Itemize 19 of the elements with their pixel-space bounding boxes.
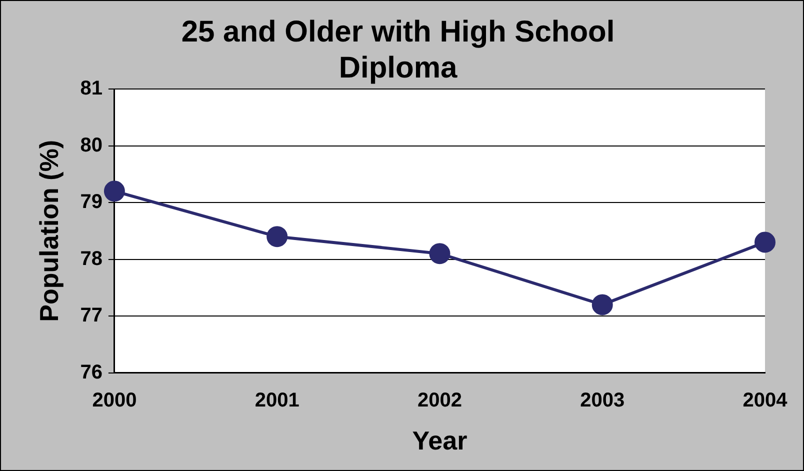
point bbox=[266, 226, 288, 248]
x-axis-title: Year bbox=[412, 426, 468, 456]
point bbox=[754, 232, 776, 253]
y-tick-label: 78 bbox=[80, 248, 102, 270]
x-tick-label: 2001 bbox=[254, 389, 300, 412]
point bbox=[104, 180, 125, 202]
x-tick-label: 2003 bbox=[580, 389, 625, 412]
y-tick-label: 79 bbox=[80, 191, 102, 214]
y-tick-label: 77 bbox=[80, 304, 102, 327]
y-tick-label: 80 bbox=[80, 134, 102, 156]
chart-title: 25 and Older with High School Diploma bbox=[181, 15, 615, 84]
point bbox=[429, 243, 450, 264]
x-tick-label: 2002 bbox=[417, 389, 462, 412]
x-tick-label: 2000 bbox=[92, 389, 137, 412]
y-tick-label: 76 bbox=[80, 361, 102, 384]
y-tick-label: 81 bbox=[80, 78, 102, 100]
x-tick-label: 2004 bbox=[742, 389, 788, 412]
point bbox=[592, 294, 613, 316]
y-axis-title: Population (%) bbox=[34, 140, 64, 322]
